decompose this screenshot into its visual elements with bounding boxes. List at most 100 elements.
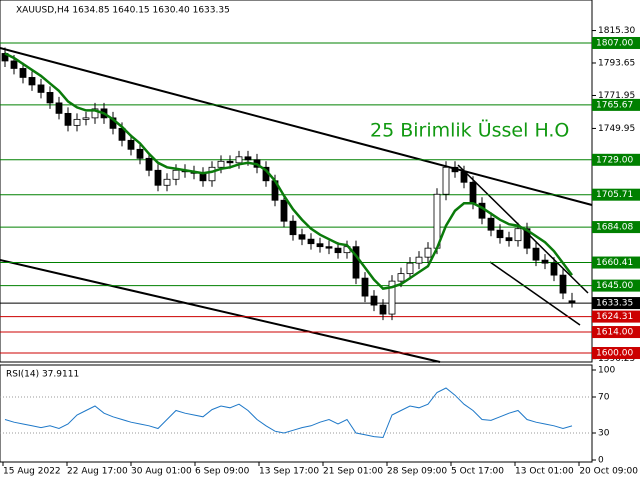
candle-body	[298, 234, 306, 240]
candle-body	[370, 295, 378, 306]
level-box	[592, 36, 640, 49]
price-panel	[0, 0, 593, 363]
candle-body	[415, 256, 423, 264]
candle-body	[352, 246, 360, 279]
level-box	[592, 310, 640, 323]
x-tick-label: 13 Sep 17:00	[259, 467, 319, 477]
y-tick-label: 1749.95	[598, 124, 635, 134]
candle-body	[424, 247, 432, 258]
annotation: 25 Birimlik Üssel H.O	[370, 119, 569, 142]
candle-body	[226, 160, 234, 164]
candle-body	[505, 237, 513, 242]
candle-body	[361, 277, 369, 297]
level-box	[592, 347, 640, 360]
candle-body	[235, 156, 243, 164]
wedge-bottom	[489, 261, 581, 326]
rsi-tick-label: 30	[598, 429, 610, 439]
level-box	[592, 153, 640, 166]
y-tick-label: 1771.95	[598, 91, 635, 101]
trend-lines	[0, 47, 593, 363]
candle-body	[145, 157, 153, 171]
candle-body	[73, 118, 81, 126]
candle-body	[541, 259, 549, 264]
candle-body	[325, 246, 333, 249]
candle-body	[460, 171, 468, 183]
candle-body	[334, 247, 342, 254]
x-tick-label: 13 Oct 01:00	[515, 467, 574, 477]
candle-body	[568, 300, 576, 304]
rsi-tick-label: 70	[598, 393, 610, 403]
level-label: 1645.00	[596, 281, 633, 291]
level-label: 1765.67	[596, 100, 633, 110]
y-tick-label: 1596.25	[598, 354, 635, 364]
candle-body	[316, 243, 324, 248]
x-tick-label: 22 Aug 17:00	[67, 467, 128, 477]
candle-body	[172, 169, 180, 180]
level-label: 1660.41	[596, 258, 633, 268]
x-tick-label: 21 Sep 01:00	[323, 467, 383, 477]
candle-body	[496, 229, 504, 239]
y-tick-label: 1793.65	[598, 58, 635, 68]
candle-body	[469, 181, 477, 204]
candle-body	[10, 60, 18, 69]
level-label: 1729.00	[596, 155, 633, 165]
x-tick-label: 15 Aug 2022	[3, 467, 61, 477]
candle-body	[532, 247, 540, 261]
level-label: 1624.31	[596, 312, 633, 322]
candle-body	[379, 304, 387, 315]
candle-body	[46, 92, 54, 104]
rsi-tick-label: 0	[598, 456, 604, 466]
candle-body	[514, 228, 522, 242]
level-box	[592, 221, 640, 234]
rsi-label: RSI(14) 37.9111	[6, 370, 79, 380]
x-tick-label: 5 Oct 17:00	[451, 467, 504, 477]
candle-body	[451, 166, 459, 173]
candle-body	[28, 77, 36, 86]
level-box	[592, 279, 640, 292]
candle-body	[136, 148, 144, 159]
candle-body	[154, 169, 162, 186]
candle-body	[280, 199, 288, 222]
candle-body	[559, 274, 567, 294]
y-tick-label: 1815.30	[598, 26, 635, 36]
level-label: 1614.00	[596, 328, 633, 338]
candle-body	[307, 238, 315, 245]
candle-body	[91, 108, 99, 119]
candle-body	[523, 228, 531, 249]
level-box	[592, 326, 640, 339]
candle-body	[244, 156, 252, 161]
candle-body	[64, 112, 72, 126]
level-label: 1600.00	[596, 349, 633, 359]
x-tick-label: 30 Aug 01:00	[131, 467, 192, 477]
candle-body	[550, 262, 558, 276]
candle-body	[19, 68, 27, 78]
level-box	[592, 256, 640, 269]
candle-body	[289, 220, 297, 236]
header: XAUUSD,H4 1634.85 1640.15 1630.40 1633.3…	[16, 6, 230, 16]
level-box	[592, 188, 640, 201]
x-tick-label: 28 Sep 09:00	[387, 467, 447, 477]
channel-bottom	[0, 259, 441, 363]
candle-body	[208, 166, 216, 182]
rsi-panel	[0, 364, 593, 463]
candle-body	[406, 262, 414, 275]
rsi-line	[4, 387, 573, 439]
level-label: 1807.00	[596, 38, 633, 48]
level-label: 1705.71	[596, 190, 633, 200]
candle-body	[388, 280, 396, 315]
ema-line	[4, 52, 573, 290]
rsi-tick-label: 100	[598, 366, 615, 376]
level-box	[592, 98, 640, 111]
candle-body	[82, 117, 90, 120]
candle-body	[442, 166, 450, 195]
candle-body	[127, 139, 135, 150]
candle-body	[37, 84, 45, 93]
x-tick-label: 20 Oct 09:00	[579, 467, 638, 477]
channel-top	[0, 47, 593, 206]
candle-body	[487, 217, 495, 231]
candle-body	[397, 273, 405, 282]
candle-body	[55, 102, 63, 114]
level-label: 1684.08	[596, 223, 633, 233]
level-label: 1633.35	[596, 299, 633, 309]
